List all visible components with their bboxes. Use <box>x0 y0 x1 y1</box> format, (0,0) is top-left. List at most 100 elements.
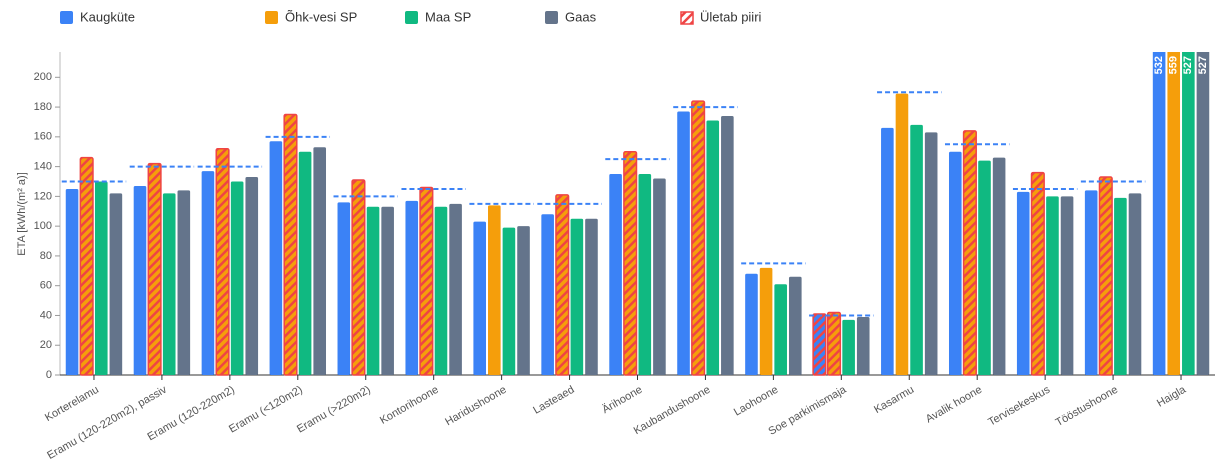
bar <box>653 178 666 375</box>
y-tick-label: 160 <box>34 131 52 143</box>
legend-swatch <box>265 11 278 24</box>
bar <box>1128 193 1142 375</box>
bar <box>337 202 351 375</box>
bar <box>419 186 434 376</box>
bar <box>910 124 923 375</box>
value-label: 527 <box>1197 56 1209 74</box>
bar <box>434 206 448 375</box>
x-tick-label: Eramu (120-220m2), passiv <box>45 383 169 462</box>
bar <box>215 148 230 376</box>
bar <box>1152 52 1166 375</box>
bar <box>826 311 842 376</box>
bar <box>283 113 298 376</box>
bar <box>691 100 706 376</box>
x-tick-label: Tervisekeskus <box>986 383 1052 428</box>
bar <box>1167 52 1181 375</box>
bar <box>1060 196 1074 375</box>
bar <box>1016 191 1030 375</box>
bar <box>759 267 773 375</box>
legend-label: Maa SP <box>425 9 471 24</box>
bar <box>1196 52 1210 375</box>
y-tick-label: 200 <box>34 71 52 83</box>
bar <box>351 179 366 376</box>
bar <box>449 203 462 375</box>
legend-swatch <box>405 11 418 24</box>
plot-area <box>65 52 1210 376</box>
bar <box>677 111 690 375</box>
bar <box>1030 171 1045 376</box>
x-tick-label: Haigla <box>1155 383 1189 409</box>
legend-swatch <box>60 11 73 24</box>
bar <box>1182 52 1195 375</box>
value-label: 527 <box>1182 56 1194 74</box>
x-tick-label: Laohoone <box>732 384 780 419</box>
bar <box>313 147 327 375</box>
bar <box>623 150 638 376</box>
y-tick-label: 0 <box>46 369 52 381</box>
bar <box>638 174 652 375</box>
x-tick-label: Avalik hoone <box>924 384 984 426</box>
bar <box>1114 197 1127 375</box>
bar <box>585 218 598 375</box>
bar <box>162 193 176 375</box>
bar <box>774 284 787 375</box>
y-axis-title: ETA [kWh/(m² a)] <box>16 172 28 256</box>
bar <box>812 313 827 376</box>
x-tick-label: Soe parkimismaja <box>767 383 849 438</box>
y-tick-label: 140 <box>34 161 52 173</box>
bar <box>555 194 570 376</box>
y-tick-label: 120 <box>34 190 52 202</box>
bar <box>298 151 312 375</box>
bar <box>405 200 419 375</box>
bar <box>269 141 283 375</box>
bar <box>842 319 855 375</box>
bar <box>609 174 622 375</box>
bar <box>992 157 1006 375</box>
legend-label: Kaugküte <box>80 9 135 24</box>
bar <box>488 205 501 375</box>
bar <box>94 181 108 375</box>
value-label: 559 <box>1168 56 1180 74</box>
legend-label: Õhk-vesi SP <box>285 9 357 24</box>
bar <box>109 193 123 375</box>
legend-label: Ületab piiri <box>700 9 762 24</box>
bar <box>502 227 516 375</box>
y-tick-label: 60 <box>40 280 52 292</box>
bar <box>230 181 244 375</box>
bar <box>147 162 162 376</box>
x-tick-label: Eramu (<120m2) <box>227 384 305 436</box>
bar <box>79 156 94 376</box>
bar <box>924 132 938 375</box>
x-tick-label: Tööstushoone <box>1054 384 1120 429</box>
bar <box>381 206 394 375</box>
bar <box>978 160 991 375</box>
bar <box>201 171 215 375</box>
legend-swatch <box>680 11 694 25</box>
bar <box>1084 190 1098 375</box>
y-tick-label: 80 <box>40 250 52 262</box>
bar <box>245 177 259 375</box>
x-tick-label: Kontorihoone <box>378 384 441 427</box>
bar <box>745 273 758 375</box>
bar <box>881 127 894 375</box>
x-tick-label: Korterelamu <box>43 384 101 424</box>
x-tick-label: Haridushoone <box>443 384 508 429</box>
bar <box>541 214 554 375</box>
x-tick-label: Kaubandushoone <box>632 384 713 438</box>
bar <box>1098 176 1113 376</box>
y-tick-label: 40 <box>40 309 52 321</box>
legend-label: Gaas <box>565 9 597 24</box>
y-tick-label: 20 <box>40 339 52 351</box>
x-tick-label: Lasteaed <box>531 384 576 417</box>
y-tick-label: 180 <box>34 101 52 113</box>
bar <box>570 218 584 375</box>
y-tick-label: 100 <box>34 220 52 232</box>
bar <box>366 206 380 375</box>
bar <box>473 221 487 375</box>
bar <box>788 276 802 375</box>
bar <box>962 130 977 376</box>
bar <box>517 226 530 375</box>
bar <box>1046 196 1059 375</box>
x-tick-label: Eramu (>220m2) <box>295 384 373 436</box>
